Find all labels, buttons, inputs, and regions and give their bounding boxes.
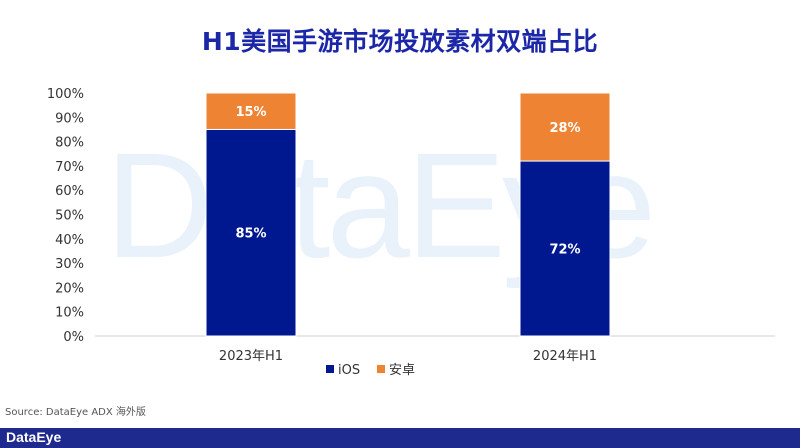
y-tick-label: 10%	[55, 306, 84, 321]
bar-segment	[519, 160, 611, 337]
data-label: 85%	[235, 227, 266, 242]
legend-swatch	[377, 365, 385, 373]
y-tick-label: 80%	[55, 136, 84, 151]
y-axis: 0% 10% 20% 30% 40% 50% 60% 70% 80% 90% 100%	[47, 87, 84, 345]
x-axis-labels: 2023年H1 2024年H1	[219, 349, 597, 364]
footer-logo: DataEye	[6, 429, 62, 445]
data-label: 72%	[549, 243, 580, 258]
source-note: Source: DataEye ADX 海外版	[5, 407, 146, 418]
chart-title: H1美国手游市场投放素材双端占比	[201, 27, 599, 56]
y-tick-label: 50%	[55, 209, 84, 224]
y-tick-label: 20%	[55, 281, 84, 296]
y-tick-label: 70%	[55, 160, 84, 175]
stacked-bar-chart: 0% 10% 20% 30% 40% 50% 60% 70% 80% 90% 100% 85% 15%…	[47, 87, 775, 378]
legend-label: 安卓	[389, 363, 415, 378]
y-tick-label: 60%	[55, 184, 84, 199]
y-tick-label: 40%	[55, 233, 84, 248]
x-tick-label: 2023年H1	[219, 349, 283, 364]
data-label: 28%	[549, 121, 580, 136]
legend-label: iOS	[338, 363, 360, 378]
bars: 85% 15% 72% 28%	[205, 92, 611, 337]
bar-segment	[205, 128, 297, 337]
y-tick-label: 90%	[55, 111, 84, 126]
bar-segment	[205, 92, 297, 130]
legend-swatch	[326, 365, 334, 373]
y-tick-label: 0%	[63, 330, 84, 345]
legend: iOS 安卓	[326, 363, 415, 378]
bar-segment	[519, 92, 611, 162]
x-tick-label: 2024年H1	[533, 349, 597, 364]
y-tick-label: 30%	[55, 257, 84, 272]
footer-bar: DataEye	[0, 428, 800, 448]
data-label: 15%	[235, 105, 266, 120]
y-tick-label: 100%	[47, 87, 84, 102]
